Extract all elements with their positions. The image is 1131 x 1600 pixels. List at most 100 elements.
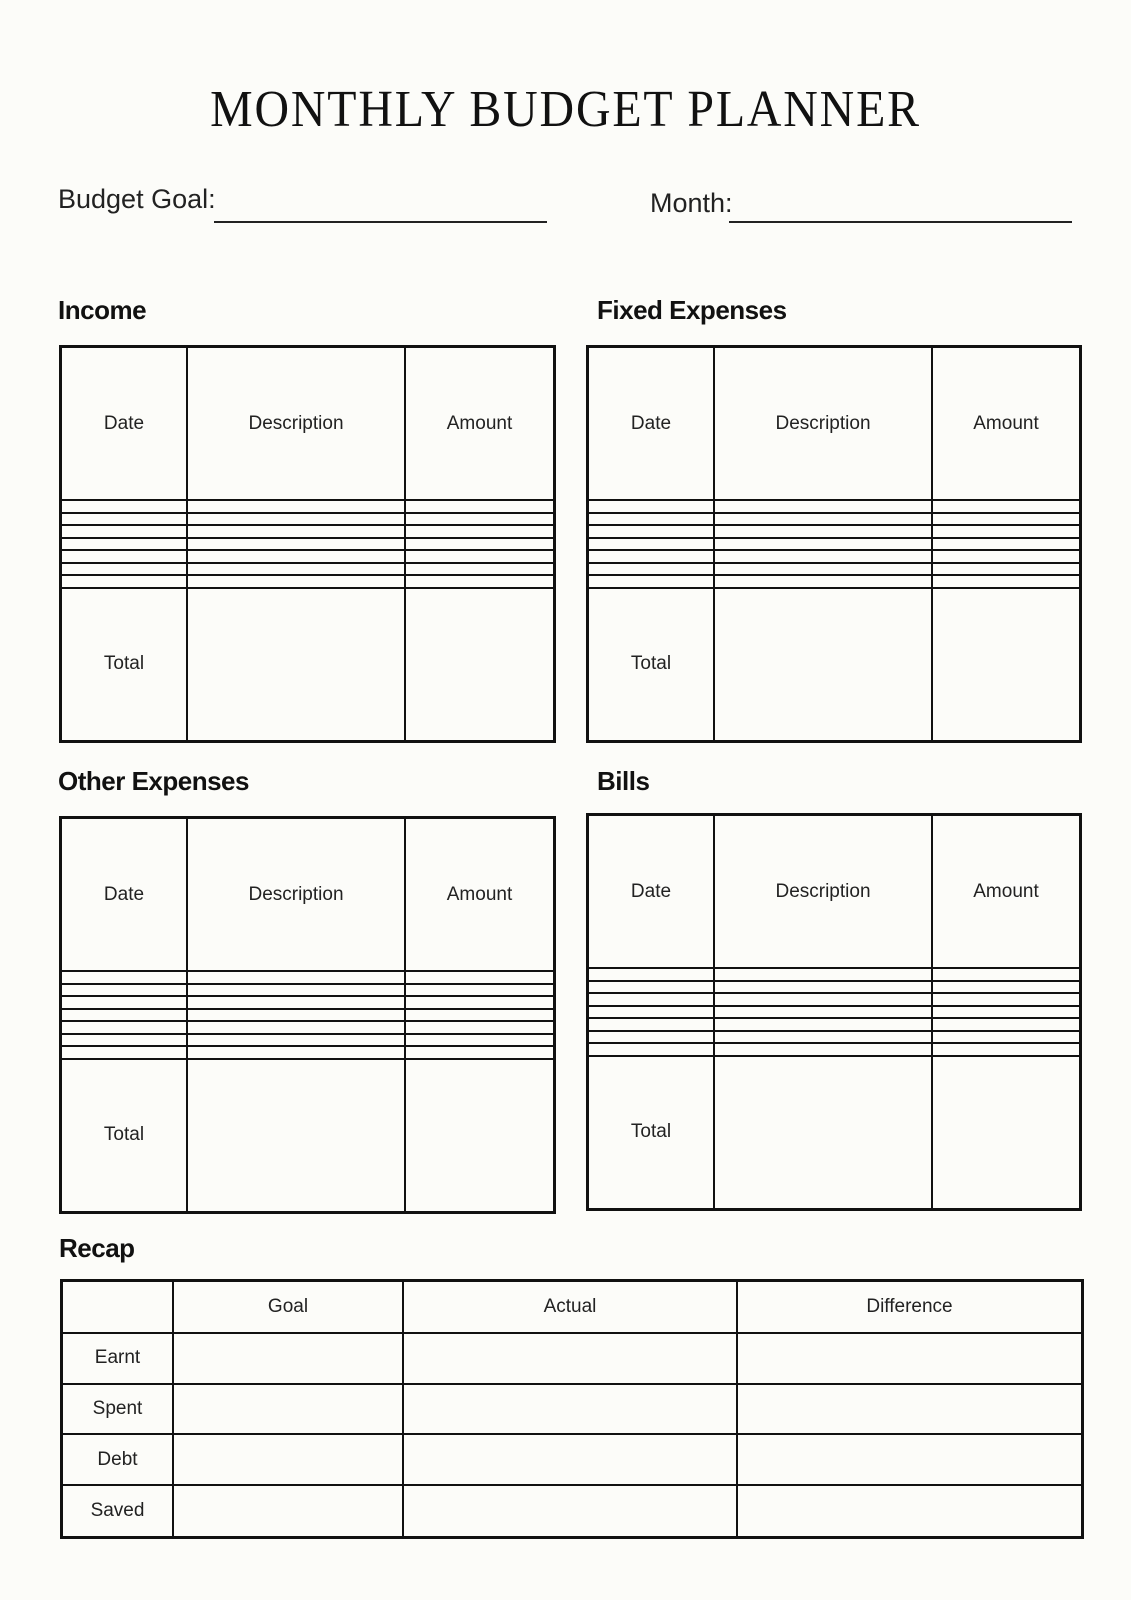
description-cell[interactable] [186, 1007, 406, 1023]
description-cell[interactable] [713, 561, 933, 577]
goal-cell[interactable] [172, 1433, 404, 1487]
actual-cell[interactable] [402, 1331, 738, 1385]
total-amount-cell[interactable] [931, 1054, 1082, 1211]
date-cell[interactable] [586, 499, 715, 514]
amount-cell[interactable] [404, 1020, 556, 1035]
difference-cell[interactable] [736, 1331, 1084, 1385]
total-amount-cell[interactable] [404, 586, 556, 743]
amount-cell[interactable] [931, 549, 1082, 564]
date-cell[interactable] [59, 561, 188, 577]
amount-cell[interactable] [404, 574, 556, 589]
date-cell[interactable] [586, 1042, 715, 1057]
date-cell[interactable] [586, 511, 715, 527]
description-cell[interactable] [713, 511, 933, 527]
amount-cell[interactable] [404, 524, 556, 539]
amount-cell[interactable] [931, 1004, 1082, 1020]
amount-cell[interactable] [931, 967, 1082, 982]
date-cell[interactable] [586, 967, 715, 982]
description-cell[interactable] [186, 499, 406, 514]
amount-cell[interactable] [931, 1017, 1082, 1032]
description-cell[interactable] [186, 995, 406, 1010]
goal-cell[interactable] [172, 1382, 404, 1436]
description-cell[interactable] [186, 511, 406, 527]
description-cell[interactable] [186, 536, 406, 552]
total-description-cell[interactable] [713, 586, 933, 743]
amount-cell[interactable] [931, 979, 1082, 995]
date-cell[interactable] [586, 574, 715, 589]
date-cell[interactable] [586, 1017, 715, 1032]
description-cell[interactable] [186, 574, 406, 589]
date-cell[interactable] [586, 1029, 715, 1045]
date-cell[interactable] [586, 536, 715, 552]
description-cell[interactable] [713, 1042, 933, 1057]
amount-cell[interactable] [404, 1032, 556, 1048]
date-cell[interactable] [59, 574, 188, 589]
description-cell[interactable] [186, 1032, 406, 1048]
description-cell[interactable] [186, 1020, 406, 1035]
difference-cell[interactable] [736, 1382, 1084, 1436]
amount-cell[interactable] [931, 524, 1082, 539]
description-cell[interactable] [713, 536, 933, 552]
date-cell[interactable] [59, 511, 188, 527]
description-cell[interactable] [713, 574, 933, 589]
date-cell[interactable] [586, 992, 715, 1007]
actual-cell[interactable] [402, 1433, 738, 1487]
amount-cell[interactable] [404, 499, 556, 514]
date-cell[interactable] [59, 1020, 188, 1035]
date-cell[interactable] [586, 979, 715, 995]
description-cell[interactable] [713, 499, 933, 514]
date-cell[interactable] [59, 1032, 188, 1048]
description-cell[interactable] [713, 1029, 933, 1045]
description-cell[interactable] [186, 524, 406, 539]
date-cell[interactable] [586, 549, 715, 564]
amount-cell[interactable] [931, 1029, 1082, 1045]
amount-cell[interactable] [404, 995, 556, 1010]
amount-cell[interactable] [931, 511, 1082, 527]
amount-cell[interactable] [404, 982, 556, 998]
amount-cell[interactable] [931, 561, 1082, 577]
total-description-cell[interactable] [186, 586, 406, 743]
difference-cell[interactable] [736, 1433, 1084, 1487]
amount-cell[interactable] [404, 561, 556, 577]
goal-cell[interactable] [172, 1484, 404, 1539]
amount-cell[interactable] [404, 536, 556, 552]
amount-cell[interactable] [404, 1007, 556, 1023]
amount-cell[interactable] [931, 499, 1082, 514]
description-cell[interactable] [713, 1004, 933, 1020]
date-cell[interactable] [586, 1004, 715, 1020]
actual-cell[interactable] [402, 1382, 738, 1436]
date-cell[interactable] [59, 536, 188, 552]
date-cell[interactable] [59, 970, 188, 985]
description-cell[interactable] [713, 549, 933, 564]
total-amount-cell[interactable] [931, 586, 1082, 743]
amount-cell[interactable] [404, 970, 556, 985]
total-description-cell[interactable] [186, 1057, 406, 1214]
date-cell[interactable] [59, 982, 188, 998]
date-cell[interactable] [59, 499, 188, 514]
amount-cell[interactable] [404, 1045, 556, 1060]
description-cell[interactable] [713, 979, 933, 995]
date-cell[interactable] [586, 561, 715, 577]
description-cell[interactable] [186, 549, 406, 564]
date-cell[interactable] [59, 1007, 188, 1023]
amount-cell[interactable] [404, 549, 556, 564]
date-cell[interactable] [586, 524, 715, 539]
amount-cell[interactable] [931, 992, 1082, 1007]
goal-cell[interactable] [172, 1331, 404, 1385]
amount-cell[interactable] [931, 1042, 1082, 1057]
amount-cell[interactable] [931, 574, 1082, 589]
description-cell[interactable] [186, 982, 406, 998]
date-cell[interactable] [59, 995, 188, 1010]
date-cell[interactable] [59, 524, 188, 539]
description-cell[interactable] [713, 967, 933, 982]
description-cell[interactable] [186, 970, 406, 985]
date-cell[interactable] [59, 1045, 188, 1060]
total-amount-cell[interactable] [404, 1057, 556, 1214]
total-description-cell[interactable] [713, 1054, 933, 1211]
amount-cell[interactable] [931, 536, 1082, 552]
description-cell[interactable] [186, 1045, 406, 1060]
description-cell[interactable] [713, 524, 933, 539]
description-cell[interactable] [713, 992, 933, 1007]
amount-cell[interactable] [404, 511, 556, 527]
actual-cell[interactable] [402, 1484, 738, 1539]
